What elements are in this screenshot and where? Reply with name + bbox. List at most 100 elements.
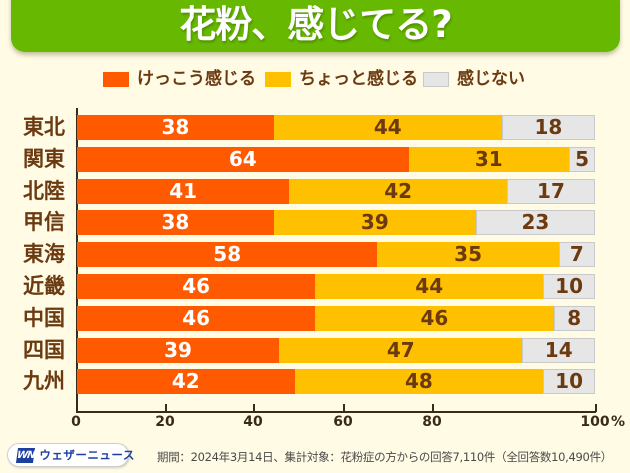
chart-title: 花粉、感じてる?: [179, 3, 452, 46]
x-tick-label: 40: [243, 414, 263, 430]
x-tick-label: 100: [580, 414, 610, 430]
bar-segment-strongly-feel: 42: [77, 369, 295, 395]
legend-swatch-yellow: [265, 71, 291, 87]
data-label: 8: [567, 305, 582, 330]
data-label: 31: [474, 146, 503, 171]
region-label: 東海: [23, 242, 65, 267]
data-label: 10: [555, 274, 583, 298]
bar-segment-not-feel: 8: [553, 305, 595, 331]
bar-row: 58 35 7: [77, 242, 595, 268]
data-label: 41: [169, 178, 198, 203]
data-label: 46: [182, 305, 211, 330]
data-label: 47: [386, 337, 415, 362]
legend-label: 感じない: [457, 69, 525, 89]
bar-segment-slightly-feel: 46: [315, 305, 554, 331]
bar-segment-slightly-feel: 42: [289, 178, 507, 204]
bar-row: 42 48 10: [77, 369, 595, 395]
data-label: 17: [537, 178, 565, 203]
bar-segment-slightly-feel: 39: [273, 210, 476, 236]
bar-segment-not-feel: 23: [475, 210, 595, 236]
x-axis-unit: %: [611, 414, 626, 430]
y-axis-line: [76, 108, 78, 412]
region-label: 関東: [23, 146, 65, 171]
data-label: 64: [228, 146, 257, 171]
x-tick: [432, 404, 434, 412]
data-label: 23: [521, 210, 550, 235]
data-label: 38: [161, 210, 190, 235]
legend-label: けっこう感じる: [137, 69, 256, 89]
legend-swatch-gray: [423, 71, 449, 87]
bar-segment-slightly-feel: 44: [273, 115, 502, 140]
x-axis-line: [76, 411, 596, 413]
bar-row: 64 31 5: [77, 146, 595, 172]
region-label: 近畿: [23, 274, 65, 298]
legend-item-slightly-feel: ちょっと感じる: [265, 68, 418, 90]
data-label: 39: [360, 210, 389, 235]
bar-segment-strongly-feel: 38: [77, 115, 274, 140]
region-label: 東北: [23, 115, 65, 139]
bar-segment-strongly-feel: 39: [77, 337, 280, 363]
data-label: 46: [182, 274, 211, 298]
data-label: 39: [164, 337, 192, 362]
region-label: 九州: [23, 369, 65, 394]
survey-note: 期間：2024年3月14日、集計対象：花粉症の方からの回答7,110件（全回答数…: [157, 450, 612, 464]
data-label: 44: [373, 115, 402, 139]
legend-label: ちょっと感じる: [299, 69, 418, 89]
data-label: 5: [575, 146, 589, 171]
bar-row: 46 44 10: [77, 274, 595, 299]
weathernews-logo: WN ウェザーニュース: [7, 443, 134, 467]
bar-segment-strongly-feel: 64: [77, 146, 409, 172]
bar-segment-not-feel: 5: [569, 146, 595, 172]
data-label: 14: [544, 337, 573, 362]
legend-item-strongly-feel: けっこう感じる: [103, 68, 256, 90]
data-label: 18: [534, 115, 563, 139]
x-tick-label: 80: [422, 414, 442, 430]
x-tick: [343, 404, 345, 412]
legend-item-not-feel: 感じない: [423, 68, 525, 90]
region-label: 中国: [23, 305, 65, 330]
bar-segment-strongly-feel: 58: [77, 242, 378, 268]
data-label: 42: [384, 178, 413, 203]
bar-segment-strongly-feel: 46: [77, 305, 316, 331]
data-label: 7: [569, 242, 584, 267]
bar-segment-strongly-feel: 41: [77, 178, 290, 204]
bar-segment-strongly-feel: 38: [77, 210, 274, 236]
brand-name: ウェザーニュース: [39, 448, 135, 462]
region-label: 四国: [23, 337, 65, 362]
x-tick: [253, 404, 255, 412]
bar-segment-slightly-feel: 48: [294, 369, 544, 395]
data-label: 42: [171, 369, 200, 394]
x-tick-label: 20: [155, 414, 175, 430]
legend-swatch-orange: [103, 71, 129, 87]
data-label: 48: [404, 369, 433, 394]
bar-segment-not-feel: 7: [558, 242, 595, 268]
region-label: 北陸: [23, 178, 65, 203]
bar-segment-slightly-feel: 31: [408, 146, 570, 172]
x-tick-label: 0: [71, 414, 81, 430]
x-tick-label: 60: [333, 414, 353, 430]
data-label: 35: [454, 242, 482, 267]
bar-segment-slightly-feel: 35: [377, 242, 559, 268]
region-label: 甲信: [23, 210, 65, 235]
bar-row: 38 39 23: [77, 210, 595, 236]
bar-segment-slightly-feel: 44: [315, 274, 544, 299]
x-tick: [76, 404, 78, 412]
data-label: 46: [420, 305, 449, 330]
bar-row: 46 46 8: [77, 305, 595, 331]
bar-segment-strongly-feel: 46: [77, 274, 316, 299]
bar-segment-not-feel: 10: [543, 274, 595, 299]
bar-row: 38 44 18: [77, 115, 595, 140]
bar-row: 41 42 17: [77, 178, 595, 204]
bar-segment-not-feel: 18: [501, 115, 595, 140]
bar-segment-slightly-feel: 47: [279, 337, 523, 363]
title-banner: 花粉、感じてる?: [11, 0, 620, 52]
bar-segment-not-feel: 10: [543, 369, 595, 395]
data-label: 10: [555, 369, 583, 394]
wn-logo-mark: WN: [15, 447, 36, 463]
bar-segment-not-feel: 17: [506, 178, 595, 204]
data-label: 38: [161, 115, 190, 139]
data-label: 58: [213, 242, 242, 267]
bar-row: 39 47 14: [77, 337, 595, 363]
data-label: 44: [415, 274, 444, 298]
x-tick: [595, 404, 597, 412]
